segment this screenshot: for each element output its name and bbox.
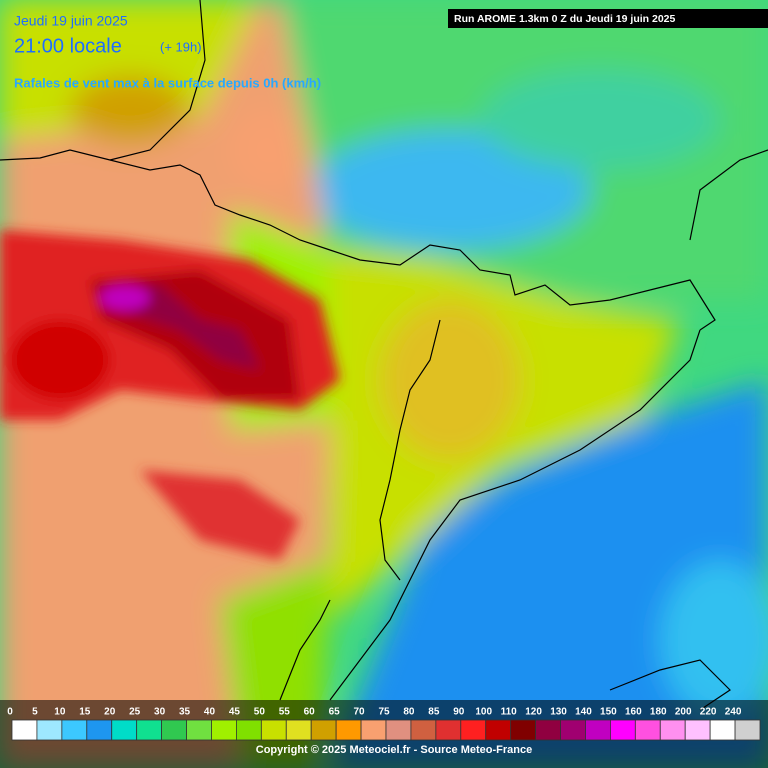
- legend: 0 5 10 15 20 25 30 35 40 45 50 55 60 65 70 75 80 85 90 100 1…: [0, 700, 768, 768]
- legend-label: 60: [304, 707, 316, 718]
- legend-swatch: [310, 719, 337, 741]
- legend-label: 70: [354, 707, 366, 718]
- legend-swatch: [560, 719, 586, 741]
- legend-label: 130: [550, 707, 567, 718]
- legend-swatch: [460, 719, 487, 741]
- legend-label: 25: [129, 707, 141, 718]
- legend-label: 15: [79, 707, 91, 718]
- legend-swatch: [485, 719, 512, 741]
- legend-swatch: [535, 719, 561, 741]
- legend-label: 80: [403, 707, 415, 718]
- run-label: Run AROME 1.3km 0 Z du Jeudi 19 juin 202…: [454, 13, 675, 25]
- legend-swatch: [734, 719, 761, 741]
- legend-swatch: [260, 719, 287, 741]
- legend-swatch: [86, 719, 113, 741]
- legend-label: 40: [204, 707, 216, 718]
- legend-label: 30: [154, 707, 166, 718]
- legend-label: 10: [54, 707, 66, 718]
- time: 21:00 locale: [14, 35, 122, 57]
- legend-label: 50: [254, 707, 266, 718]
- legend-swatch: [335, 719, 362, 741]
- legend-swatch: [385, 719, 412, 741]
- legend-label: 100: [475, 707, 492, 718]
- copyright: Copyright © 2025 Meteociel.fr - Source M…: [256, 744, 532, 756]
- legend-swatch: [360, 719, 387, 741]
- header: Jeudi 19 juin 2025 21:00 locale (+ 19h) …: [14, 9, 768, 90]
- legend-label: 150: [600, 707, 617, 718]
- legend-label: 35: [179, 707, 191, 718]
- legend-swatch: [709, 719, 736, 741]
- legend-swatch: [36, 719, 63, 741]
- legend-swatch: [161, 719, 187, 741]
- legend-label: 110: [501, 707, 518, 718]
- legend-swatch: [285, 719, 312, 741]
- legend-swatch: [585, 719, 611, 741]
- subtitle: Rafales de vent max à la surface depuis …: [14, 75, 321, 90]
- legend-label: 120: [525, 707, 542, 718]
- legend-swatch: [435, 719, 462, 741]
- legend-label: 160: [625, 707, 642, 718]
- legend-label: 5: [32, 707, 38, 718]
- legend-swatch: [510, 719, 536, 741]
- legend-label: 240: [725, 707, 742, 718]
- borders: [0, 0, 768, 711]
- legend-swatch: [136, 719, 163, 741]
- legend-swatch: [61, 719, 88, 741]
- legend-label: 180: [650, 707, 667, 718]
- legend-label: 200: [675, 707, 692, 718]
- legend-label: 85: [428, 707, 440, 718]
- legend-swatch: [11, 719, 38, 741]
- date: Jeudi 19 juin 2025: [14, 13, 128, 29]
- legend-swatch: [410, 719, 437, 741]
- legend-swatch: [684, 719, 711, 741]
- legend-swatch: [111, 719, 138, 741]
- legend-label: 65: [329, 707, 341, 718]
- time-offset: (+ 19h): [160, 39, 202, 54]
- legend-label: 20: [104, 707, 116, 718]
- legend-swatch: [610, 719, 636, 741]
- legend-label: 220: [700, 707, 717, 718]
- legend-label: 140: [575, 707, 592, 718]
- legend-swatch: [659, 719, 686, 741]
- legend-label: 45: [229, 707, 241, 718]
- legend-label: 90: [453, 707, 465, 718]
- legend-label: 55: [279, 707, 291, 718]
- legend-swatch: [211, 719, 237, 741]
- legend-label: 75: [378, 707, 390, 718]
- legend-swatch: [235, 719, 262, 741]
- legend-label: 0: [7, 707, 13, 718]
- legend-swatch: [634, 719, 661, 741]
- legend-swatch: [186, 719, 212, 741]
- run-box: [448, 9, 768, 28]
